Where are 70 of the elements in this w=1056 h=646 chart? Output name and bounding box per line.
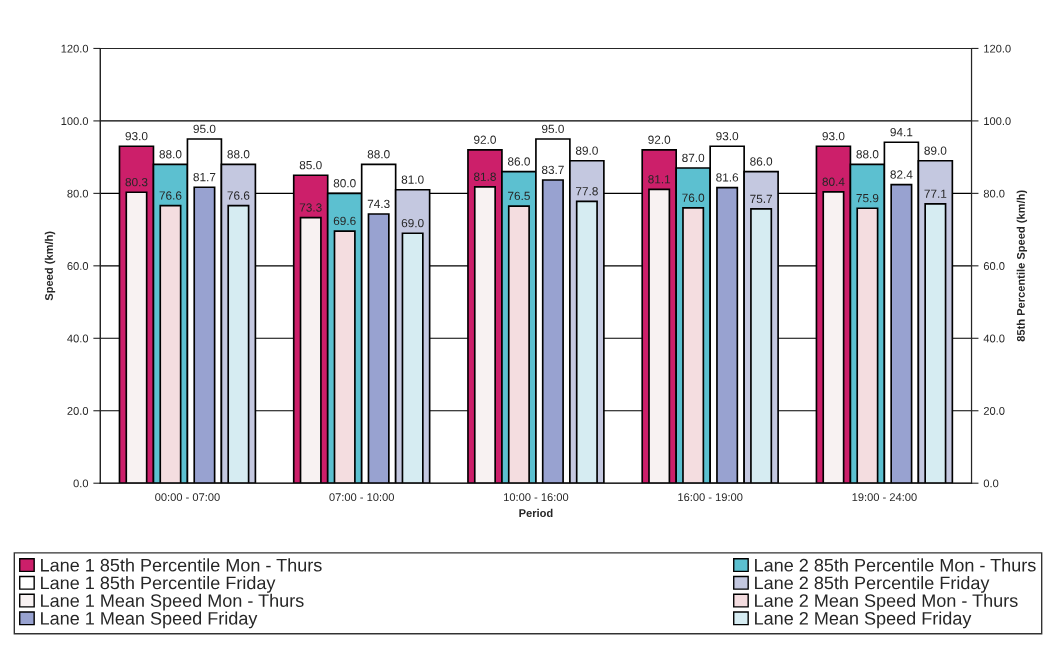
data-label: 76.5 (508, 191, 530, 201)
data-label: 83.7 (541, 165, 564, 175)
data-label: 80.4 (822, 177, 845, 186)
y-tick-label: 20.0 (67, 407, 89, 415)
data-label: 69.0 (401, 218, 424, 228)
data-label: 74.3 (367, 199, 390, 209)
data-label: 93.0 (125, 131, 148, 141)
data-label: 81.6 (716, 173, 739, 182)
data-label: 88.0 (159, 150, 182, 159)
data-label: 76.6 (159, 191, 182, 200)
y2-tick-label: 0.0 (983, 479, 999, 488)
legend-label: Lane 1 Mean Speed Friday (41, 611, 258, 629)
y2-tick-label: 60.0 (983, 262, 1005, 270)
x-tick-label: 07:00 - 10:00 (329, 493, 394, 502)
y-axis-title: Speed (km/h) (44, 231, 56, 301)
data-label: 94.1 (890, 127, 913, 137)
data-label: 88.0 (856, 150, 879, 159)
data-label: 76.0 (682, 193, 705, 202)
y2-tick-label: 20.0 (983, 407, 1005, 415)
data-label: 82.4 (890, 170, 913, 179)
data-label: 80.0 (333, 179, 356, 188)
x-tick-label: 00:00 - 07:00 (155, 493, 220, 502)
y2-tick-label: 100.0 (984, 117, 1011, 126)
x-tick-label: 19:00 - 24:00 (852, 493, 917, 502)
x-axis-title: Period (519, 508, 553, 517)
data-label: 85.0 (299, 160, 322, 170)
data-label: 73.3 (299, 203, 322, 212)
data-label: 77.1 (924, 189, 947, 198)
legend-label: Lane 2 Mean Speed Mon - Thurs (755, 593, 1018, 611)
x-tick-label: 16:00 - 19:00 (678, 493, 743, 502)
legend-label: Lane 1 Mean Speed Mon - Thurs (41, 593, 304, 611)
y2-tick-label: 80.0 (983, 189, 1005, 198)
y-tick-label: 60.0 (67, 262, 89, 270)
y-tick-label: 80.0 (67, 189, 89, 198)
y-tick-label: 0.0 (73, 479, 89, 488)
data-label: 75.9 (856, 193, 879, 203)
y-tick-label: 40.0 (67, 334, 89, 343)
x-tick-label: 10:00 - 16:00 (504, 493, 569, 502)
legend-label: Lane 1 85th Percentile Mon - Thurs (41, 558, 322, 572)
data-label: 89.0 (924, 146, 947, 155)
data-label: 69.6 (333, 216, 356, 226)
data-label: 81.0 (401, 175, 424, 184)
y2-axis-title: 85th Percentile Speed (km/h) (1016, 190, 1028, 342)
data-label: 86.0 (507, 157, 530, 166)
data-label: 86.0 (750, 157, 773, 166)
y2-tick-label: 40.0 (983, 334, 1005, 343)
legend-label: Lane 2 85th Percentile Friday (755, 576, 990, 593)
legend-label: Lane 2 Mean Speed Friday (755, 611, 972, 629)
y2-tick-label: 120.0 (984, 44, 1011, 53)
data-label: 77.8 (576, 187, 598, 196)
legend-label: Lane 2 85th Percentile Mon - Thurs (755, 558, 1036, 572)
y-tick-label: 120.0 (61, 44, 89, 53)
data-label: 92.0 (474, 135, 496, 144)
data-label: 81.8 (473, 172, 496, 181)
data-label: 76.6 (227, 191, 250, 200)
data-label: 93.0 (716, 131, 739, 141)
data-label: 88.0 (367, 150, 390, 159)
y-tick-label: 100.0 (61, 117, 89, 126)
data-label: 81.7 (193, 172, 216, 182)
data-label: 95.0 (193, 124, 216, 134)
data-label: 88.0 (227, 150, 250, 159)
data-label: 93.0 (822, 131, 845, 141)
data-label: 81.1 (648, 175, 671, 184)
data-label: 95.0 (541, 124, 564, 134)
data-label: 75.7 (750, 194, 773, 203)
data-label: 92.0 (648, 135, 671, 144)
data-label: 89.0 (575, 146, 598, 155)
data-label: 87.0 (682, 153, 705, 163)
legend-label: Lane 1 85th Percentile Friday (41, 576, 276, 593)
data-label: 80.3 (125, 177, 148, 187)
